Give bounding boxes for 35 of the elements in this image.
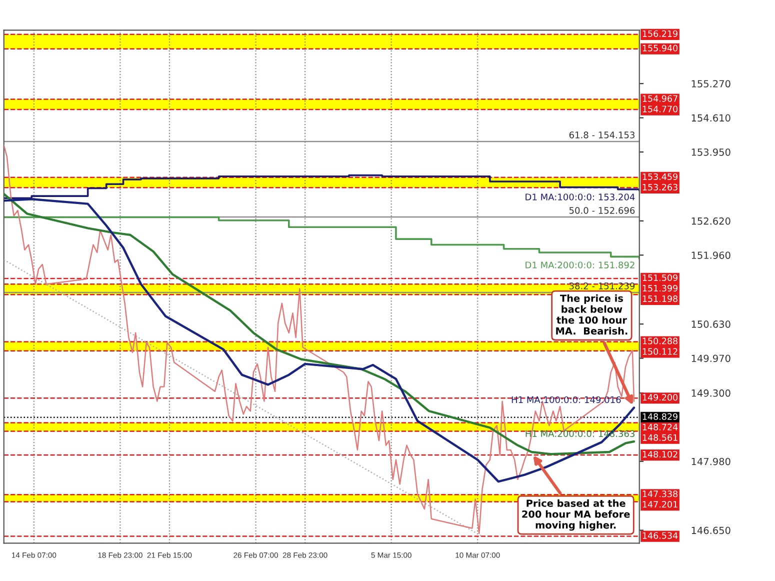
ref-line-label: 154.967 — [642, 95, 678, 102]
y-tick-label: 152.620 — [692, 217, 730, 225]
y-tick-label: 153.950 — [692, 148, 730, 156]
y-tick-label: 146.650 — [692, 526, 730, 534]
y-tick-label: 151.960 — [692, 252, 730, 259]
series-label: D1 MA:100:0:0: 153.204 — [526, 194, 635, 200]
ref-line-label: 150.112 — [642, 348, 678, 355]
y-tick-label: 154.610 — [692, 114, 730, 122]
annotation: 61.8 - 154.153 — [569, 132, 634, 138]
ref-line-label: 147.338 — [642, 490, 678, 498]
ref-line-label: 148.561 — [642, 434, 678, 441]
ref-line-label: 154.770 — [642, 106, 678, 112]
y-tick-label: 147.980 — [692, 458, 730, 466]
ref-line-label: 151.509 — [642, 274, 678, 282]
ref-line-label: 148.829 — [642, 413, 678, 420]
ref-line-label: 148.724 — [642, 424, 678, 430]
y-tick-label: 149.300 — [692, 389, 730, 397]
y-tick-label: 150.630 — [692, 320, 730, 328]
ref-line-label: 147.201 — [642, 501, 678, 508]
ref-line-label: 150.288 — [642, 338, 678, 344]
annotation: Price based at the 200 hour MA before moving higher. — [522, 499, 630, 531]
ref-line-label: 151.399 — [642, 284, 678, 292]
ref-line-label: 156.219 — [642, 30, 678, 37]
ref-line-label: 151.198 — [642, 295, 678, 302]
annotation: The price is back below the 100 hour MA. Bearish. — [556, 294, 628, 335]
ref-line-label: 153.459 — [642, 173, 678, 180]
annotation: 50.0 - 152.696 — [569, 207, 635, 214]
ref-line-label: 155.940 — [642, 44, 678, 52]
ref-line-label: 149.200 — [642, 394, 678, 401]
ref-line-label: 146.534 — [642, 532, 678, 539]
ref-line-label: 153.263 — [642, 184, 678, 190]
y-tick-label: 155.270 — [692, 80, 730, 88]
series-label: D1 MA:200:0:0: 151.892 — [526, 262, 634, 268]
y-tick-label: 149.970 — [692, 354, 730, 362]
ref-line-label: 148.102 — [642, 450, 678, 458]
